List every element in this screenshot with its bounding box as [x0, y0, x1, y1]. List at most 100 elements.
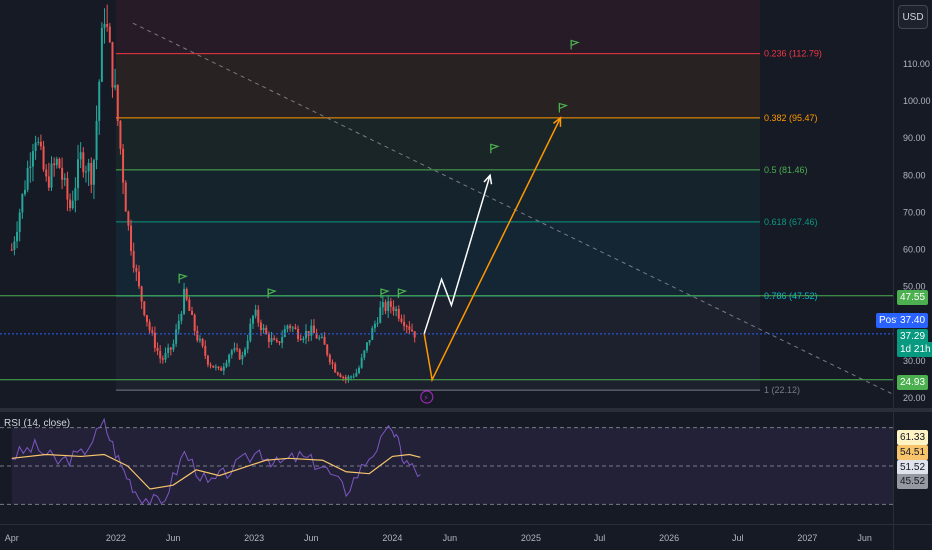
time-tick-label: Jun	[443, 533, 458, 543]
candle-body	[328, 354, 331, 363]
candle-body	[297, 329, 300, 339]
time-tick-label: 2026	[659, 533, 679, 543]
candle-body	[408, 326, 411, 330]
post-market-label: Post	[876, 313, 903, 328]
pane-separator[interactable]	[0, 408, 932, 412]
candle-body	[188, 299, 191, 311]
candle-body	[265, 327, 268, 335]
flag-cloth	[267, 288, 277, 295]
candle-body	[352, 376, 355, 378]
candle-body	[18, 212, 21, 232]
candle-body	[69, 199, 72, 209]
candle-body	[29, 166, 32, 169]
flag-cloth	[380, 288, 390, 295]
rsi-ma-badge: 54.51	[897, 445, 929, 460]
price-tick-label: 70.00	[903, 207, 926, 217]
flag-cloth	[570, 39, 580, 47]
candle-body	[79, 152, 82, 160]
rsi-value-badge: 45.52	[897, 474, 929, 489]
candle-body	[26, 168, 29, 190]
candle-body	[331, 362, 334, 364]
candle-body	[164, 352, 167, 360]
candle-body	[23, 189, 26, 195]
fib-zone-0.786	[115, 221, 760, 296]
candle-body	[315, 333, 318, 339]
price-tick-label: 80.00	[903, 170, 926, 180]
candle-body	[302, 338, 305, 341]
post-market-badge: 37.40	[897, 313, 929, 328]
candle-body	[225, 362, 228, 367]
time-tick-label: 2022	[106, 533, 126, 543]
candle-body	[172, 343, 175, 350]
candle-body	[389, 301, 392, 307]
price-tick-label: 20.00	[903, 393, 926, 403]
candle-body	[137, 271, 140, 287]
candle-body	[16, 231, 19, 242]
candle-body	[281, 336, 284, 344]
candle-body	[191, 310, 194, 315]
time-tick-label: 2023	[244, 533, 264, 543]
flag-cloth	[558, 102, 569, 110]
candle-body	[130, 225, 133, 251]
candle-body	[180, 313, 183, 321]
candle-body	[169, 347, 172, 350]
candle-body	[381, 302, 384, 308]
flag-icon[interactable]	[397, 288, 408, 299]
rsi-badge-5152: 51.52	[897, 460, 929, 475]
candle-body	[214, 366, 217, 368]
candle-body	[92, 160, 95, 185]
candle-body	[39, 141, 42, 147]
projection-path-white[interactable]	[423, 175, 491, 335]
flag-icon[interactable]	[490, 143, 500, 154]
candle-body	[222, 366, 225, 371]
level-badge-2493: 24.93	[897, 375, 929, 390]
flag-icon[interactable]	[267, 288, 277, 299]
candle-body	[403, 321, 406, 327]
fib-label-0.618: 0.618 (67.46)	[764, 217, 818, 227]
candle-body	[31, 151, 34, 167]
candle-body	[395, 308, 398, 312]
candle-body	[299, 338, 302, 341]
candle-body	[212, 365, 215, 368]
candle-body	[289, 325, 292, 328]
rsi-indicator-title[interactable]: RSI (14, close)	[4, 418, 71, 429]
candle-body	[204, 345, 207, 356]
time-tick-label: Jul	[594, 533, 606, 543]
projection-path-orange[interactable]	[423, 117, 562, 383]
currency-button[interactable]: USD	[898, 5, 928, 29]
flag-icon[interactable]	[570, 39, 580, 50]
rsi-line[interactable]	[11, 417, 421, 506]
candle-body	[286, 325, 289, 329]
candle-body	[397, 308, 400, 319]
rsi-ma-line[interactable]	[11, 453, 421, 490]
candle-body	[326, 344, 329, 355]
time-tick-label: 2027	[797, 533, 817, 543]
lightning-event-icon[interactable]	[420, 390, 434, 404]
candle-body	[236, 348, 239, 350]
price-tick-label: 50.00	[903, 282, 926, 292]
candle-body	[334, 363, 337, 373]
flag-icon[interactable]	[178, 273, 188, 284]
time-axis-border	[0, 524, 932, 525]
rsi-badge-6133: 61.33	[897, 430, 929, 445]
dashed-trendline[interactable]	[132, 22, 894, 395]
candle-body	[368, 339, 371, 343]
candle-body	[209, 364, 212, 366]
candle-body	[376, 322, 379, 324]
flag-icon[interactable]	[558, 102, 569, 113]
candle-body	[82, 152, 85, 173]
candle-body	[106, 24, 109, 27]
candle-body	[114, 85, 117, 88]
candle-body	[310, 325, 313, 336]
time-tick-label: Jun	[304, 533, 319, 543]
fib-label-0.382: 0.382 (95.47)	[764, 113, 818, 123]
time-tick-label: Jun	[857, 533, 872, 543]
time-tick-label: 2025	[521, 533, 541, 543]
candle-body	[100, 28, 103, 82]
candle-body	[37, 141, 40, 143]
flag-icon[interactable]	[380, 288, 390, 299]
candle-body	[42, 146, 45, 170]
candle-body	[201, 339, 204, 346]
